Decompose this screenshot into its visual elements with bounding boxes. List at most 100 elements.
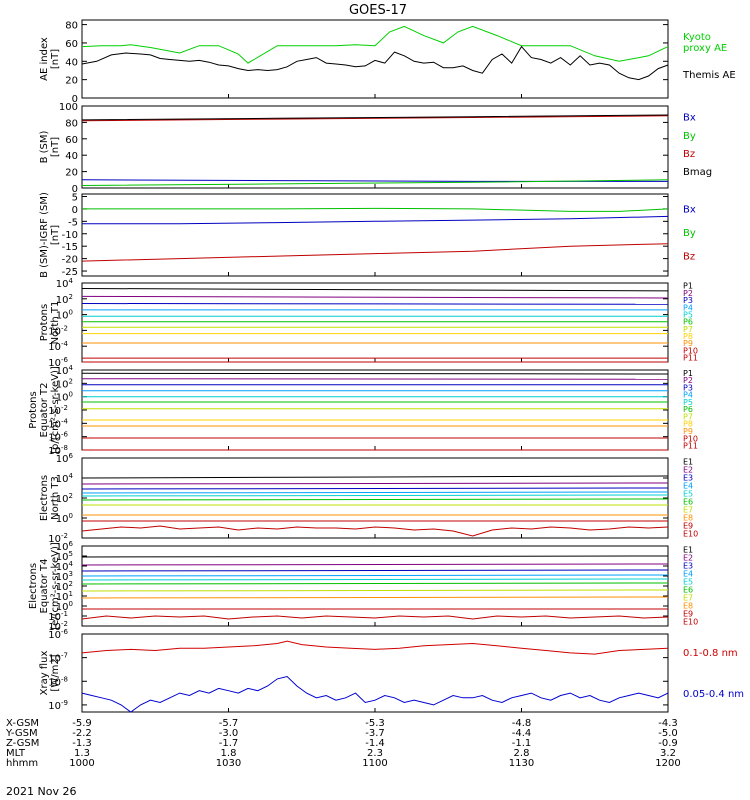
legend-e6: E6 bbox=[683, 497, 693, 506]
y-tick-exponent: 1 bbox=[69, 590, 73, 598]
legend-line: E6 bbox=[683, 585, 693, 594]
x-axis-row-label: MLT bbox=[6, 748, 26, 759]
legend-p2: P2 bbox=[683, 376, 693, 385]
y-tick-exponent: 2 bbox=[69, 293, 73, 301]
y-axis-label-line: [nT] bbox=[50, 49, 61, 69]
legend-p6: P6 bbox=[683, 318, 693, 327]
legend-e7: E7 bbox=[683, 505, 693, 514]
y-axis-label-line: North T1 bbox=[50, 301, 61, 345]
legend-p11: P11 bbox=[683, 354, 698, 363]
legend-e10: E10 bbox=[683, 617, 698, 626]
series-line-p3 bbox=[81, 303, 669, 305]
y-tick-exponent: -7 bbox=[61, 652, 68, 660]
y-tick-exponent: 4 bbox=[69, 364, 74, 372]
x-axis-row-value: -4.4 bbox=[512, 728, 532, 739]
y-axis-label: ProtonsNorth T1 bbox=[39, 301, 61, 345]
x-axis-row-value: 2.3 bbox=[367, 748, 383, 759]
y-tick-label: 60 bbox=[65, 39, 78, 50]
series-line-e4 bbox=[81, 574, 669, 577]
y-tick-exponent: -6 bbox=[61, 356, 69, 364]
series-line-e6 bbox=[81, 498, 669, 501]
y-axis-label: ElectronsEquator T4[e/(cm²-s-sr-keV)] bbox=[28, 542, 61, 630]
y-tick-exponent: -2 bbox=[61, 404, 68, 412]
legend-line: proxy AE bbox=[683, 43, 727, 54]
x-axis-row-value: -3.7 bbox=[365, 728, 385, 739]
x-axis-row-value: 1130 bbox=[509, 758, 534, 769]
y-tick-label: 104 bbox=[56, 277, 74, 290]
y-tick-label: -25 bbox=[62, 267, 78, 278]
panel-b_igrf: 50-5-10-15-20-25B (SM)-IGRF (SM)[nT]BxBy… bbox=[39, 192, 696, 278]
y-tick-exponent: 4 bbox=[69, 560, 74, 568]
x-axis-row-value: 1030 bbox=[216, 758, 241, 769]
y-tick-exponent: -8 bbox=[61, 675, 68, 683]
legend-line: By bbox=[683, 131, 696, 142]
legend-line: P5 bbox=[683, 398, 693, 407]
legend-line: E8 bbox=[683, 513, 693, 522]
legend-p5: P5 bbox=[683, 398, 693, 407]
legend-e9: E9 bbox=[683, 521, 693, 530]
x-axis-row-label: Y-GSM bbox=[5, 728, 38, 739]
series-line-e1 bbox=[81, 555, 669, 558]
series-line-e2 bbox=[81, 563, 669, 566]
y-tick-label: -5 bbox=[68, 217, 78, 228]
y-tick-label: 10-9 bbox=[48, 699, 68, 712]
panel-frame bbox=[81, 457, 669, 539]
legend-line: E9 bbox=[683, 521, 693, 530]
y-axis-label-line: AE index bbox=[39, 37, 50, 81]
y-axis-label-line: Protons bbox=[39, 304, 50, 341]
series-line-p2 bbox=[81, 295, 669, 299]
legend-line: E10 bbox=[683, 617, 698, 626]
y-tick-label: -10 bbox=[62, 230, 78, 241]
legend-e5: E5 bbox=[683, 489, 693, 498]
legend-line: Bmag bbox=[683, 167, 712, 178]
y-tick-label: 80 bbox=[65, 21, 78, 32]
y-tick-exponent: -4 bbox=[61, 340, 69, 348]
legend-line: P1 bbox=[683, 282, 693, 291]
series-line-e5 bbox=[81, 578, 669, 581]
legend-p11: P11 bbox=[683, 442, 698, 451]
y-tick-exponent: 0 bbox=[69, 600, 73, 608]
series-line-kyoto-proxy-ae bbox=[81, 25, 669, 64]
x-axis-row-value: 1.8 bbox=[221, 748, 237, 759]
x-axis-row-value: -1.1 bbox=[512, 738, 532, 749]
legend-line: P3 bbox=[683, 383, 693, 392]
x-axis-row-value: 3.2 bbox=[660, 748, 676, 759]
legend-line: P10 bbox=[683, 434, 698, 443]
legend-line: E1 bbox=[683, 545, 693, 554]
legend-e5: E5 bbox=[683, 577, 693, 586]
legend-line: E1 bbox=[683, 457, 693, 466]
legend-line: E6 bbox=[683, 497, 693, 506]
legend-line: P7 bbox=[683, 325, 693, 334]
legend-bx: Bx bbox=[683, 205, 696, 216]
legend-line: E9 bbox=[683, 609, 693, 618]
legend-e4: E4 bbox=[683, 481, 693, 490]
legend-e9: E9 bbox=[683, 609, 693, 618]
y-axis-label-line: Electrons bbox=[28, 563, 39, 609]
series-line-e3 bbox=[81, 569, 669, 572]
y-tick-exponent: -2 bbox=[61, 620, 68, 628]
series-line-bmag bbox=[81, 114, 669, 121]
panel-ae: 0 20 40 60 80 AE index[nT] Kyoto proxy AE Themis… bbox=[39, 19, 736, 105]
legend-bmag: Bmag bbox=[683, 167, 712, 178]
y-tick-exponent: 2 bbox=[69, 377, 73, 385]
legend-e3: E3 bbox=[683, 561, 693, 570]
legend-line: E5 bbox=[683, 577, 693, 586]
legend-e8: E8 bbox=[683, 601, 693, 610]
legend-line: E5 bbox=[683, 489, 693, 498]
y-tick-exponent: 5 bbox=[69, 550, 73, 558]
y-axis-label-line: B (SM) bbox=[39, 130, 50, 163]
y-tick-exponent: 0 bbox=[69, 391, 73, 399]
legend-line: P4 bbox=[683, 303, 693, 312]
y-tick-label: 5 bbox=[72, 192, 78, 203]
series-line-e2 bbox=[81, 482, 669, 485]
y-tick-exponent: 0 bbox=[69, 309, 73, 317]
legend-0-1-0-8-nm: 0.1-0.8 nm bbox=[683, 648, 738, 659]
legend-line: E3 bbox=[683, 561, 693, 570]
y-tick-label: 0 bbox=[72, 205, 78, 216]
x-axis-row-value: -4.8 bbox=[512, 718, 532, 729]
legend-bx: Bx bbox=[683, 113, 696, 124]
series-line-p1 bbox=[81, 372, 669, 375]
